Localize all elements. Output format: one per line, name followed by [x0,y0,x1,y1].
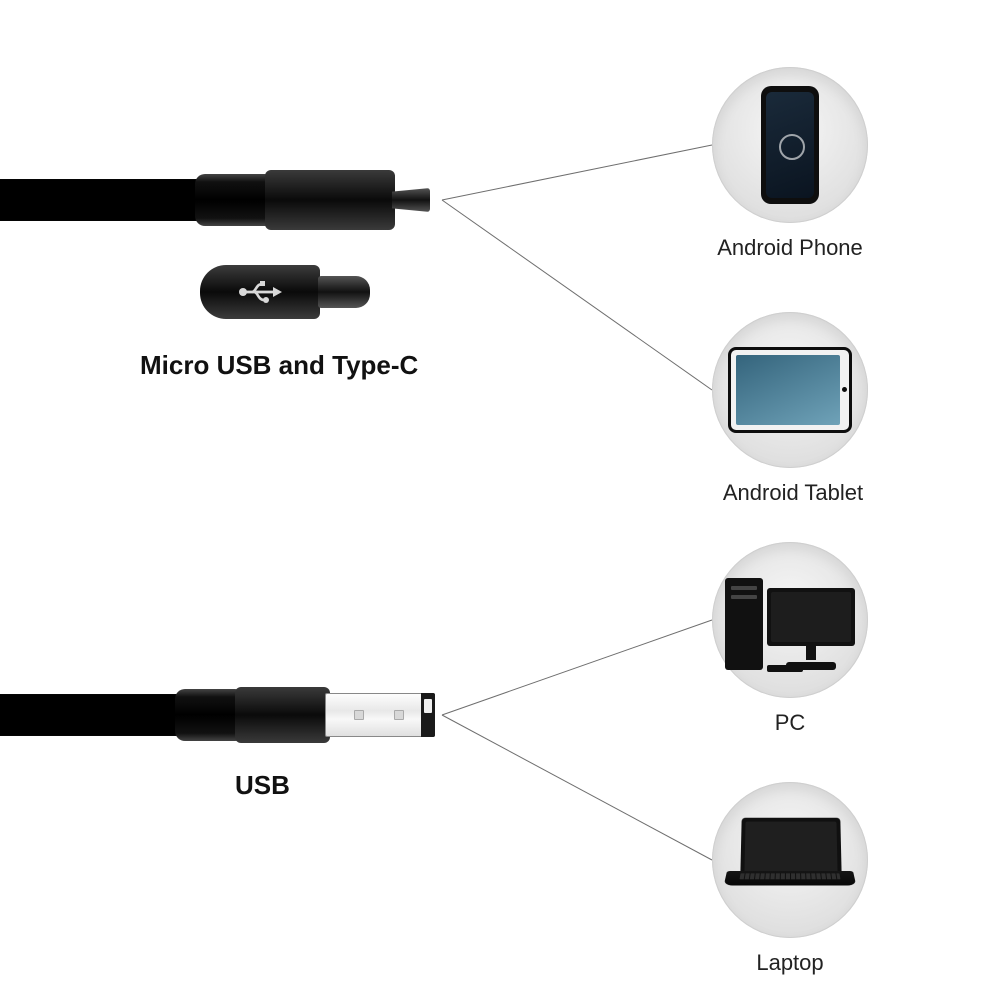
android-tablet-label: Android Tablet [713,480,873,506]
usb-icon [238,280,282,304]
pc-label: PC [710,710,870,736]
laptop-label: Laptop [710,950,870,976]
device-android-phone [712,67,868,223]
device-android-tablet [712,312,868,468]
usb-a-label: USB [235,770,290,801]
type-c-adapter [200,265,370,319]
micro-usb-cable [0,160,440,240]
phone-icon [761,86,819,204]
usb-compatibility-diagram: Micro USB and Type-C USB Android Phone A… [0,0,1000,1000]
micro-usb-type-c-label: Micro USB and Type-C [140,350,418,381]
android-phone-label: Android Phone [710,235,870,261]
tablet-icon [728,347,852,433]
usb-a-cable [0,675,440,755]
device-laptop [712,782,868,938]
device-pc [712,542,868,698]
laptop-icon [727,817,853,903]
pc-icon [725,570,855,670]
